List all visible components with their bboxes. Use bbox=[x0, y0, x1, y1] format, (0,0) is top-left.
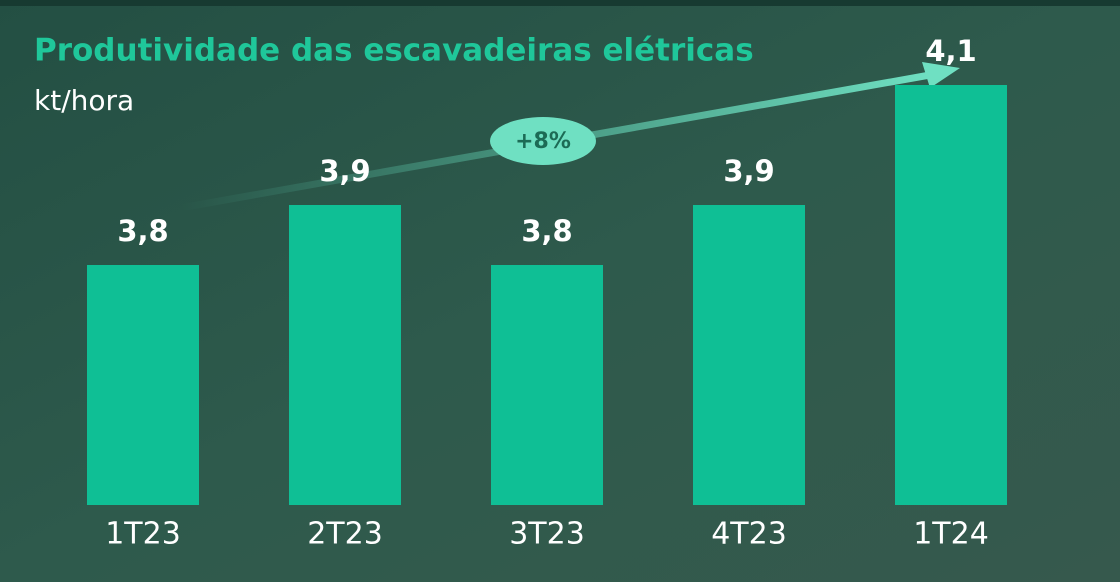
chart-title: Produtividade das escavadeiras elétricas bbox=[34, 33, 754, 69]
arrow-head bbox=[922, 62, 960, 88]
data-label: 3,9 bbox=[723, 154, 774, 188]
data-label: 3,9 bbox=[319, 154, 370, 188]
bar bbox=[289, 205, 401, 505]
bar bbox=[693, 205, 805, 505]
x-tick-label: 3T23 bbox=[509, 517, 585, 552]
bar bbox=[87, 265, 199, 505]
data-label: 3,8 bbox=[117, 214, 168, 248]
data-label: 3,8 bbox=[521, 214, 572, 248]
x-tick-label: 4T23 bbox=[711, 517, 787, 552]
top-border bbox=[0, 0, 1120, 6]
annotation-badge bbox=[490, 117, 596, 165]
bar bbox=[491, 265, 603, 505]
x-tick-label: 1T24 bbox=[913, 517, 989, 552]
annotation: +8% bbox=[515, 129, 571, 154]
x-tick-label: 1T23 bbox=[105, 517, 181, 552]
x-tick-label: 2T23 bbox=[307, 517, 383, 552]
bar bbox=[895, 85, 1007, 505]
chart-subtitle: kt/hora bbox=[34, 84, 134, 117]
data-label: 4,1 bbox=[925, 34, 976, 68]
